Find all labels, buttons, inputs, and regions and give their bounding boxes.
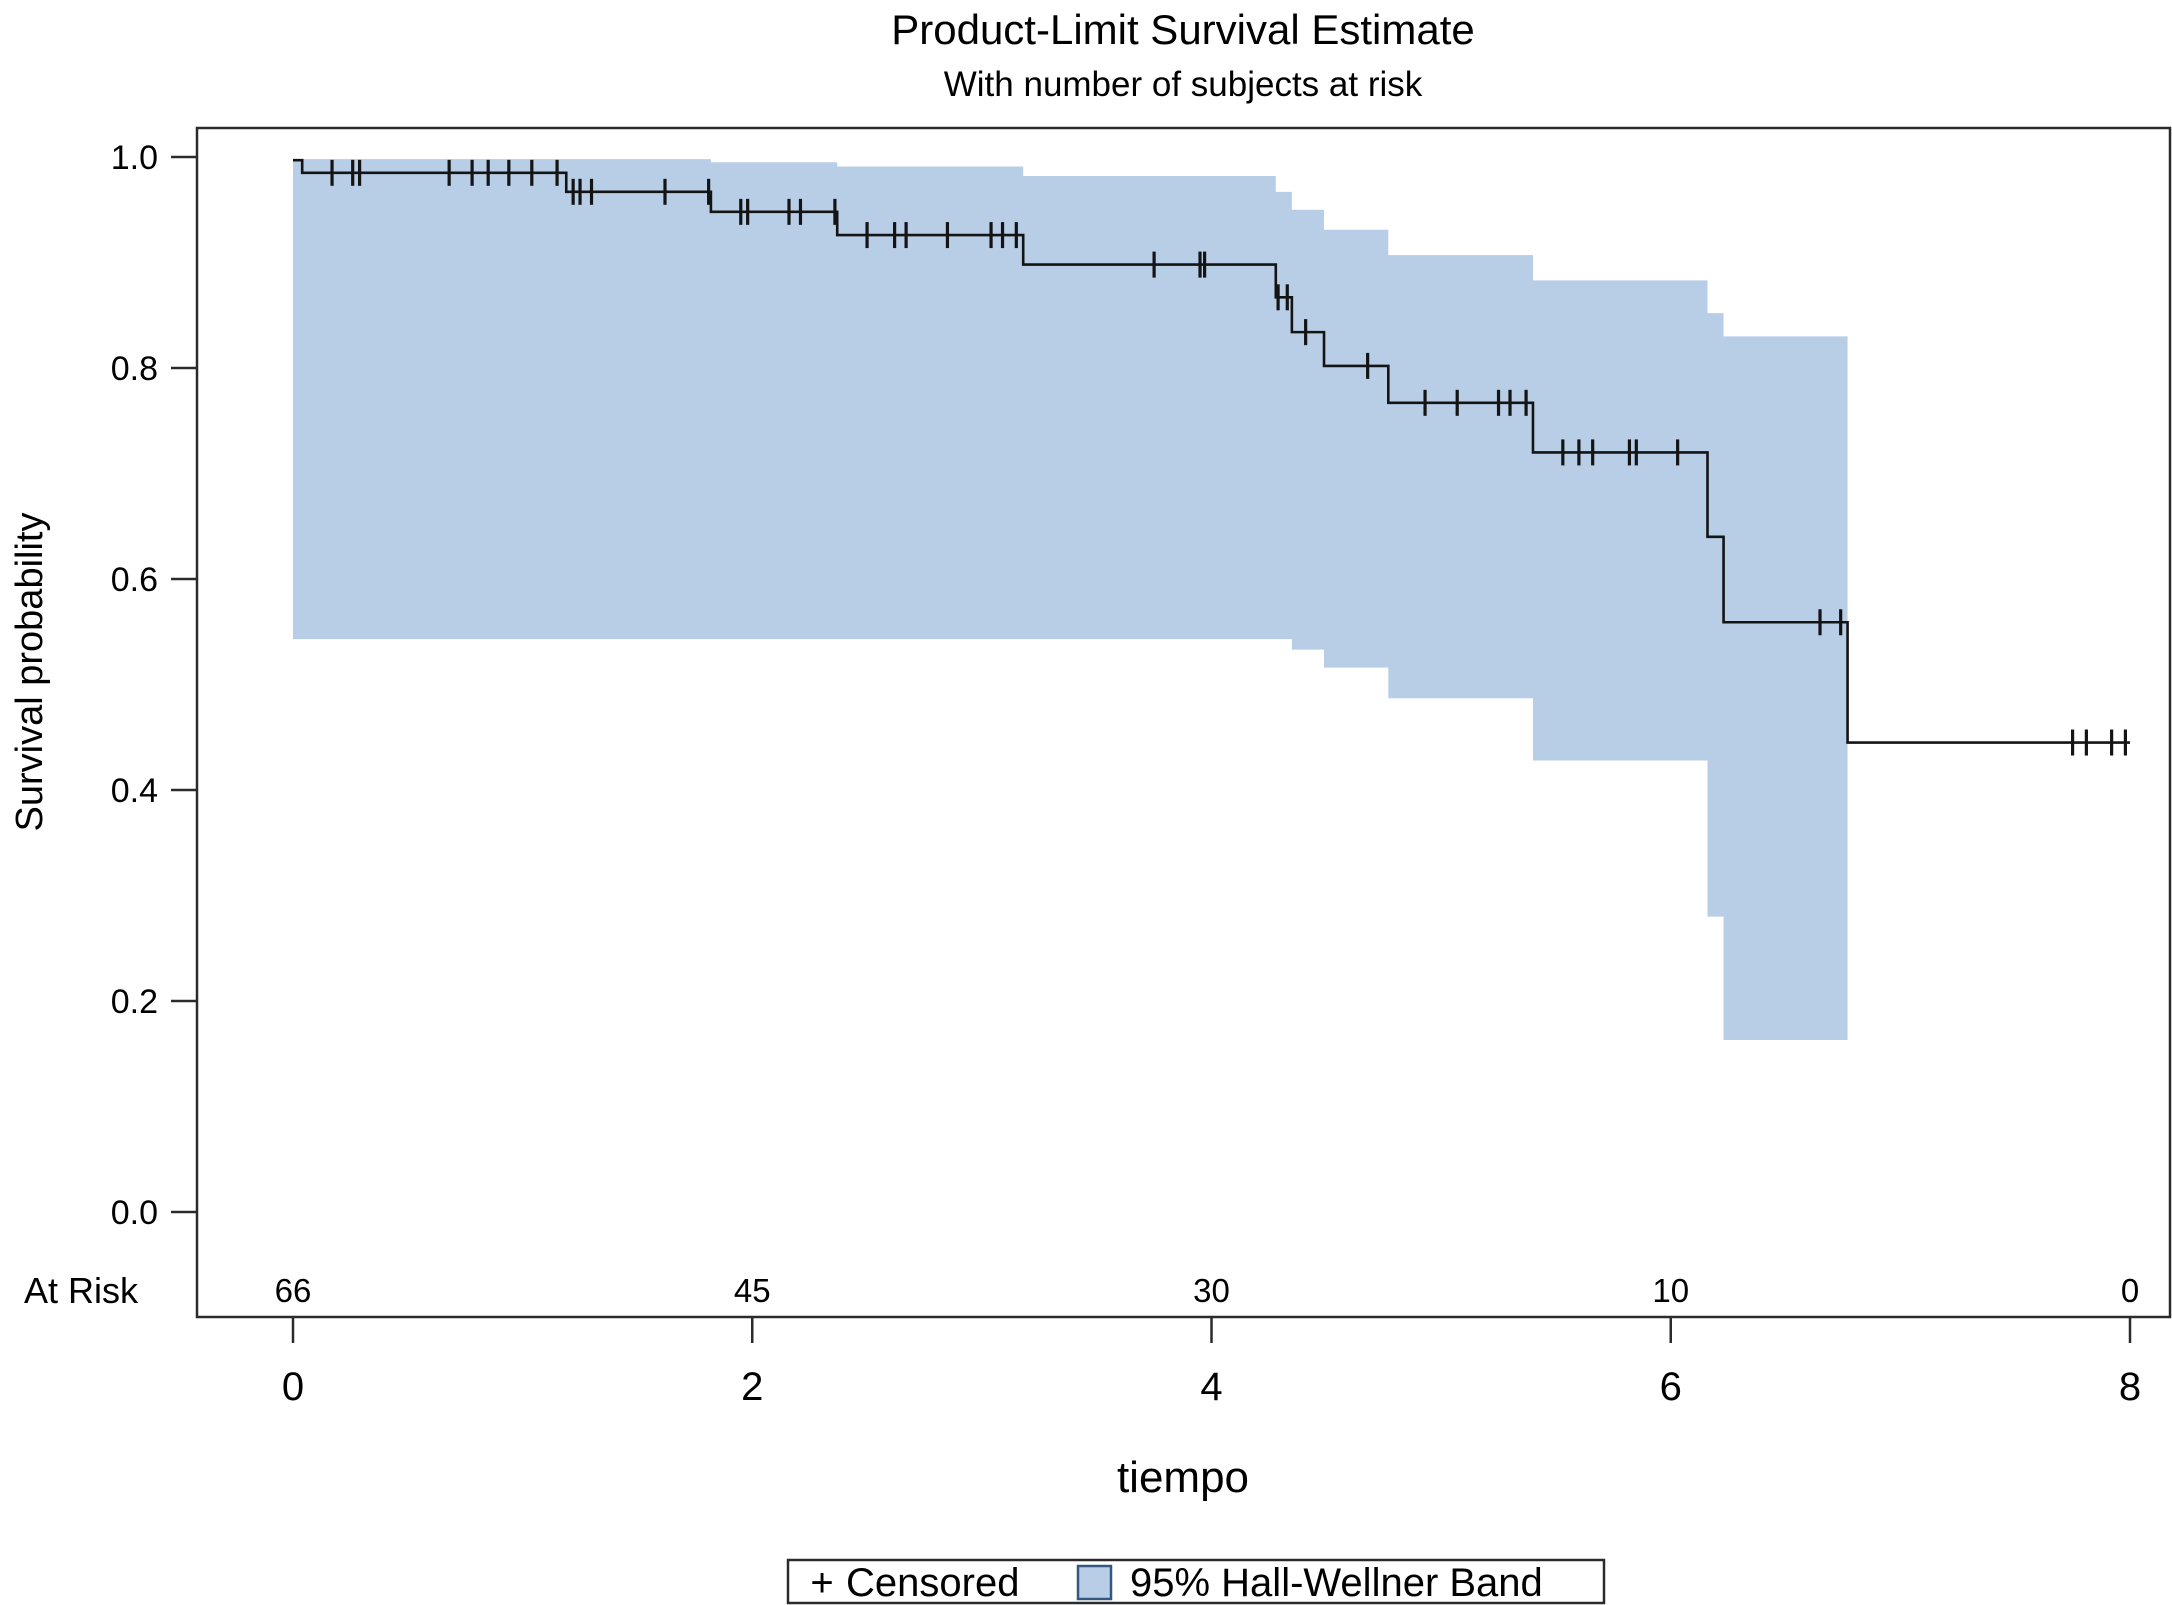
- y-axis-title: Survival probability: [9, 513, 51, 832]
- hall-wellner-band: [293, 159, 1848, 1041]
- at-risk-count: 10: [1652, 1272, 1689, 1309]
- x-tick-label: 0: [282, 1365, 304, 1409]
- plot-frame: [195, 126, 2172, 1319]
- legend-band-swatch-icon: [1076, 1564, 1113, 1601]
- legend: + Censored 95% Hall-Wellner Band: [786, 1558, 1606, 1605]
- y-tick-label: 1.0: [111, 139, 158, 177]
- at-risk-count: 0: [2121, 1272, 2139, 1309]
- legend-box: [786, 1558, 1606, 1605]
- at-risk-label: At Risk: [24, 1270, 139, 1311]
- legend-censored-label: Censored: [846, 1561, 1019, 1605]
- legend-band-label: 95% Hall-Wellner Band: [1130, 1561, 1543, 1605]
- at-risk-count: 66: [275, 1272, 312, 1309]
- y-tick-label: 0.0: [111, 1194, 158, 1232]
- y-tick-label: 0.2: [111, 983, 158, 1021]
- x-tick-label: 2: [741, 1365, 763, 1409]
- x-tick-label: 6: [1660, 1365, 1682, 1409]
- censored-plus-icon: +: [810, 1561, 833, 1605]
- page-title: Product-Limit Survival Estimate: [891, 6, 1475, 53]
- survival-curve: [293, 158, 2130, 744]
- y-tick-label: 0.8: [111, 350, 158, 388]
- censor-marks: [330, 159, 2128, 756]
- x-tick-label: 4: [1200, 1365, 1222, 1409]
- plot-area: 1.0 0.8 0.6 0.4 0.2 0.0 0 2 4 6 8 66 45 30 10 0: [111, 126, 2172, 1409]
- at-risk-count: 45: [734, 1272, 771, 1309]
- y-tick-label: 0.4: [111, 772, 158, 810]
- page-subtitle: With number of subjects at risk: [944, 65, 1423, 104]
- at-risk-count: 30: [1193, 1272, 1230, 1309]
- x-axis-title: tiempo: [1117, 1453, 1249, 1502]
- y-tick-label: 0.6: [111, 561, 158, 599]
- x-tick-label: 8: [2119, 1365, 2141, 1409]
